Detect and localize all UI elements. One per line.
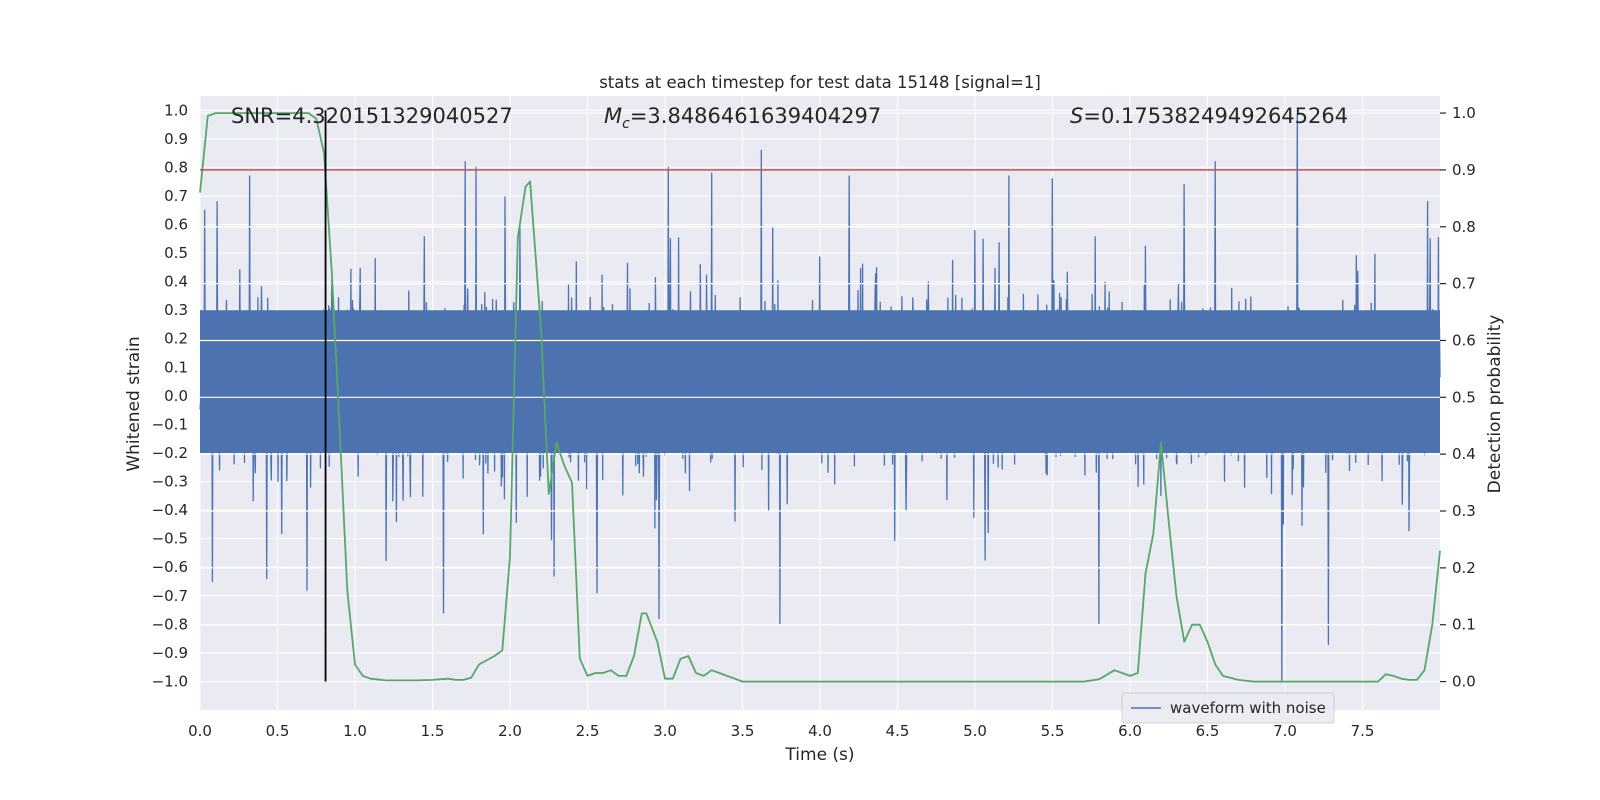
legend-waveform-label: waveform with noise bbox=[1170, 699, 1326, 717]
probability-line bbox=[199, 112, 1441, 683]
legend-box bbox=[1121, 692, 1335, 724]
y-left-axis-ticks: 1.0 0.9 0.8 0.7 0.6 0.5 0.4 0.3 0.2 0.1 0.0 −0.1 −0.… bbox=[152, 101, 188, 690]
x-tick-label: 7.0 bbox=[1273, 722, 1297, 740]
s-symbol: S bbox=[1070, 104, 1083, 128]
snr-annotation: SNR=4.320151329040527 bbox=[231, 104, 513, 128]
y-left-tick-label: −0.5 bbox=[152, 530, 188, 548]
y-left-tick-label: −0.6 bbox=[152, 558, 188, 576]
x-tick-label: 2.0 bbox=[498, 722, 522, 740]
waveform-line bbox=[199, 112, 1441, 683]
legend: waveform with noise bbox=[1121, 692, 1335, 724]
y-left-tick-label: −0.7 bbox=[152, 587, 188, 605]
y-right-tick-label: 0.6 bbox=[1452, 331, 1476, 349]
chirp-mass-value: =3.8486461639404297 bbox=[630, 104, 881, 128]
y-right-tick-label: 0.1 bbox=[1452, 616, 1476, 634]
y-right-tick-label: 1.0 bbox=[1452, 104, 1476, 122]
x-tick-label: 1.0 bbox=[343, 722, 367, 740]
x-tick-label: 6.5 bbox=[1196, 722, 1220, 740]
chirp-mass-annotation: Mc=3.8486461639404297 bbox=[604, 104, 881, 132]
x-axis-label: Time (s) bbox=[784, 745, 854, 765]
waveform-series bbox=[199, 112, 1441, 683]
y-left-axis-label: Whitened strain bbox=[124, 336, 144, 471]
y-left-tick-label: 0.4 bbox=[164, 273, 188, 291]
y-right-tick-label: 0.3 bbox=[1452, 502, 1476, 520]
y-right-tick-label: 0.8 bbox=[1452, 218, 1476, 236]
y-right-axis-ticks: 1.0 0.9 0.8 0.7 0.6 0.5 0.4 0.3 0.2 0.1 0.0 bbox=[1440, 104, 1476, 691]
x-tick-label: 7.5 bbox=[1351, 722, 1375, 740]
s-annotation: S=0.17538249492645264 bbox=[1070, 104, 1348, 128]
y-right-tick-label: 0.4 bbox=[1452, 445, 1476, 463]
x-tick-label: 5.0 bbox=[963, 722, 987, 740]
chirp-mass-symbol: M bbox=[604, 104, 622, 128]
y-left-tick-label: 0.6 bbox=[164, 216, 188, 234]
x-tick-label: 5.5 bbox=[1041, 722, 1065, 740]
y-right-tick-label: 0.2 bbox=[1452, 559, 1476, 577]
y-right-tick-label: 0.5 bbox=[1452, 388, 1476, 406]
y-right-axis-label: Detection probability bbox=[1485, 315, 1505, 494]
y-left-tick-label: −0.3 bbox=[152, 473, 188, 491]
x-tick-label: 0.5 bbox=[266, 722, 290, 740]
y-left-tick-label: 0.0 bbox=[164, 387, 188, 405]
y-left-tick-label: 1.0 bbox=[164, 101, 188, 119]
x-axis-ticks: 0.0 0.5 1.0 1.5 2.0 2.5 3.0 3.5 4.0 4.5 5.0 5.5 6.0 6… bbox=[188, 722, 1374, 740]
y-left-tick-label: 0.2 bbox=[164, 330, 188, 348]
y-right-tick-label: 0.7 bbox=[1452, 275, 1476, 293]
s-value: =0.17538249492645264 bbox=[1083, 104, 1348, 128]
probability-series bbox=[199, 112, 1441, 683]
y-right-tick-label: 0.0 bbox=[1452, 673, 1476, 691]
x-tick-label: 2.5 bbox=[576, 722, 600, 740]
x-tick-label: 6.0 bbox=[1118, 722, 1142, 740]
chirp-mass-subscript: c bbox=[622, 116, 630, 132]
y-left-tick-label: 0.8 bbox=[164, 158, 188, 176]
x-tick-label: 3.5 bbox=[731, 722, 755, 740]
y-left-tick-label: 0.7 bbox=[164, 187, 188, 205]
y-left-tick-label: 0.1 bbox=[164, 358, 188, 376]
y-right-tick-label: 0.9 bbox=[1452, 161, 1476, 179]
y-left-tick-label: −0.9 bbox=[152, 644, 188, 662]
x-tick-label: 0.0 bbox=[188, 722, 212, 740]
y-left-tick-label: 0.9 bbox=[164, 130, 188, 148]
y-left-tick-label: −0.1 bbox=[152, 415, 188, 433]
x-tick-label: 1.5 bbox=[421, 722, 445, 740]
y-left-tick-label: 0.3 bbox=[164, 301, 188, 319]
y-left-tick-label: −1.0 bbox=[152, 672, 188, 690]
y-left-tick-label: 0.5 bbox=[164, 244, 188, 262]
y-left-tick-label: −0.8 bbox=[152, 615, 188, 633]
chart-title: stats at each timestep for test data 151… bbox=[599, 73, 1041, 92]
x-tick-label: 4.0 bbox=[808, 722, 832, 740]
x-tick-label: 4.5 bbox=[886, 722, 910, 740]
y-left-tick-label: −0.4 bbox=[152, 501, 188, 519]
x-tick-label: 3.0 bbox=[653, 722, 677, 740]
y-left-tick-label: −0.2 bbox=[152, 444, 188, 462]
